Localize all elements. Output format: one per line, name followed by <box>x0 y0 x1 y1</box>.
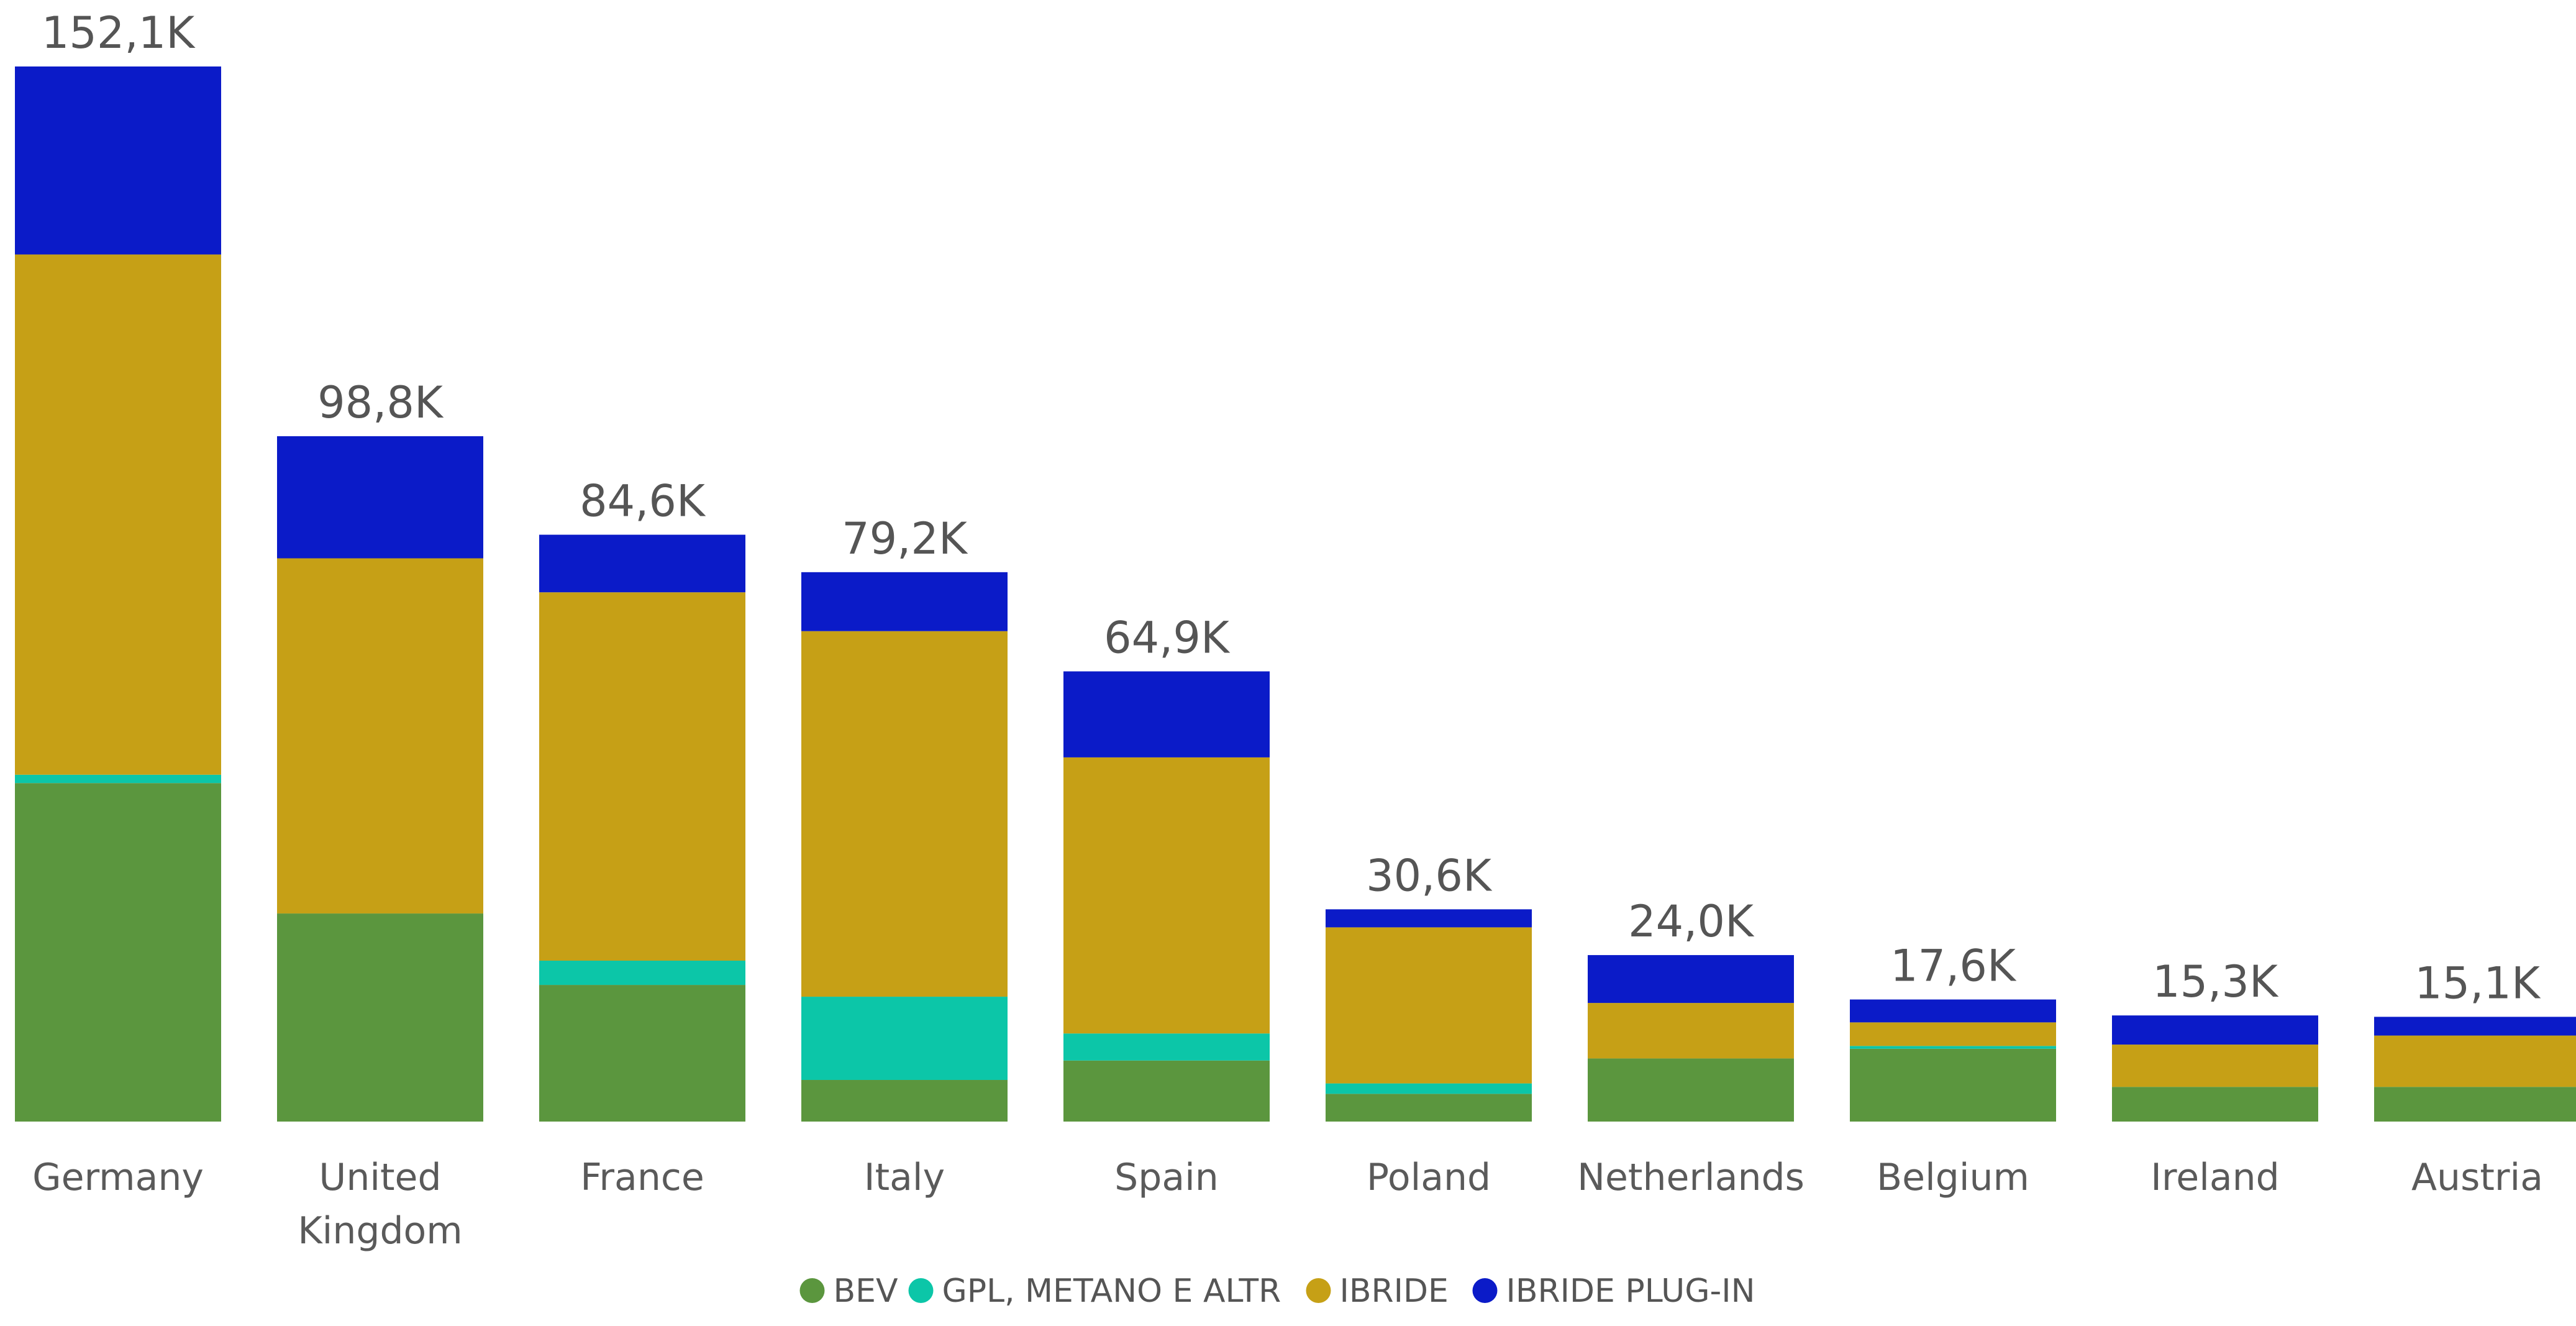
bar-italy-ibride <box>801 631 1008 997</box>
total-label-netherlands: 24,0K <box>1628 896 1755 947</box>
legend-marker-gpl-metano-e-altr <box>908 1278 934 1303</box>
total-label-austria: 15,1K <box>2414 958 2541 1008</box>
legend: BEV GPL, METANO E ALTR IBRIDE IBRIDE PLUG-I… <box>799 1273 1755 1310</box>
bar-france-ibride <box>539 592 745 961</box>
bar-poland-bev <box>1326 1094 1532 1122</box>
bar-germany-bev <box>15 783 221 1122</box>
bar-poland-ibride <box>1326 927 1532 1084</box>
total-label-germany: 152,1K <box>42 7 196 58</box>
bar-austria-ibride-plug-in <box>2374 1017 2576 1036</box>
legend-label-ibride: IBRIDE <box>1340 1273 1449 1310</box>
bar-italy-bev <box>801 1080 1008 1122</box>
x-tick-label-united-kingdom: United Kingdom <box>298 1156 462 1253</box>
bar-italy-ibride-plug-in <box>801 572 1008 631</box>
bar-france-bev <box>539 985 745 1122</box>
bar-germany-ibride <box>15 254 221 775</box>
bar-spain-ibride-plug-in <box>1063 671 1270 757</box>
bar-austria-ibride <box>2374 1035 2576 1087</box>
x-axis-tick-labels: Germany United Kingdom France Italy Spain Pola… <box>32 1156 2543 1253</box>
total-label-united-kingdom: 98,8K <box>317 377 444 428</box>
bar-belgium-ibride-plug-in <box>1850 999 2056 1023</box>
bar-poland-gpl-metano-e-altr <box>1326 1083 1532 1094</box>
x-tick-label-italy: Italy <box>864 1156 945 1199</box>
x-tick-label-netherlands: Netherlands <box>1577 1156 1805 1199</box>
x-tick-label-belgium: Belgium <box>1877 1156 2029 1199</box>
bar-france-gpl-metano-e-altr <box>539 961 745 985</box>
bar-belgium-gpl-metano-e-altr <box>1850 1046 2056 1049</box>
total-label-belgium: 17,6K <box>1890 941 2017 992</box>
bar-spain-gpl-metano-e-altr <box>1063 1033 1270 1061</box>
bar-united-kingdom-ibride <box>277 558 483 914</box>
bar-netherlands-bev <box>1588 1058 1794 1122</box>
x-tick-label-france: France <box>580 1156 704 1199</box>
bar-germany-ibride-plug-in <box>15 66 221 255</box>
bar-united-kingdom-bev <box>277 913 483 1122</box>
bar-united-kingdom-ibride-plug-in <box>277 436 483 559</box>
legend-marker-bev <box>799 1278 825 1303</box>
bar-belgium-ibride <box>1850 1022 2056 1046</box>
total-label-ireland: 15,3K <box>2152 956 2279 1007</box>
bar-netherlands-ibride <box>1588 1003 1794 1059</box>
total-label-france: 84,6K <box>580 476 706 527</box>
total-label-spain: 64,9K <box>1104 612 1231 663</box>
legend-item-bev: BEV <box>799 1273 899 1310</box>
bar-france-ibride-plug-in <box>539 534 745 593</box>
legend-item-ibride: IBRIDE <box>1306 1273 1449 1310</box>
bar-austria-bev <box>2374 1087 2576 1122</box>
bars-layer <box>15 66 2576 1122</box>
x-tick-label-spain: Spain <box>1114 1156 1219 1199</box>
total-label-poland: 30,6K <box>1366 850 1493 901</box>
legend-label-ibride-plug-in: IBRIDE PLUG-IN <box>1506 1273 1755 1310</box>
x-tick-label-austria: Austria <box>2411 1156 2543 1199</box>
bar-ireland-ibride-plug-in <box>2112 1015 2318 1045</box>
x-tick-label-germany: Germany <box>32 1156 204 1199</box>
bar-spain-bev <box>1063 1060 1270 1122</box>
x-tick-label-poland: Poland <box>1367 1156 1491 1199</box>
legend-marker-ibride-plug-in <box>1472 1278 1498 1303</box>
bar-ireland-bev <box>2112 1087 2318 1122</box>
legend-item-gpl-metano-e-altr: GPL, METANO E ALTR <box>908 1273 1281 1310</box>
total-label-italy: 79,2K <box>842 513 968 564</box>
bar-belgium-bev <box>1850 1048 2056 1122</box>
bar-poland-ibride-plug-in <box>1326 909 1532 928</box>
bar-germany-gpl-metano-e-altr <box>15 774 221 784</box>
bar-netherlands-ibride-plug-in <box>1588 955 1794 1004</box>
legend-label-gpl-metano-e-altr: GPL, METANO E ALTR <box>942 1273 1281 1310</box>
bar-italy-gpl-metano-e-altr <box>801 997 1008 1081</box>
legend-marker-ibride <box>1306 1278 1331 1303</box>
legend-label-bev: BEV <box>834 1273 899 1310</box>
legend-item-ibride-plug-in: IBRIDE PLUG-IN <box>1472 1273 1755 1310</box>
bar-spain-ibride <box>1063 757 1270 1034</box>
total-labels-layer: 152,1K 98,8K 84,6K 79,2K 64,9K 30,6K 24,0K 17,6… <box>42 7 2541 1008</box>
bar-ireland-ibride <box>2112 1045 2318 1087</box>
x-tick-label-ireland: Ireland <box>2150 1156 2280 1199</box>
